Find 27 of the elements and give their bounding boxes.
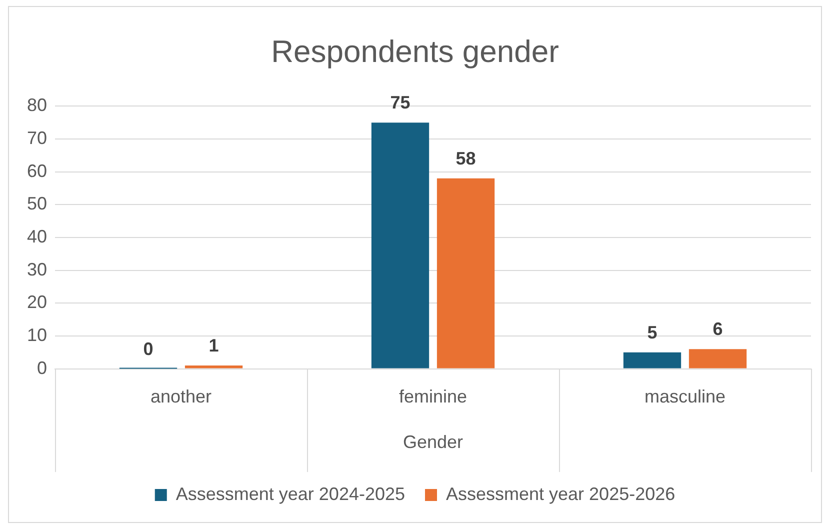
y-tick-label: 70 — [26, 128, 48, 148]
bar — [688, 349, 747, 368]
bar — [623, 352, 682, 368]
x-tick-label: feminine — [398, 386, 468, 407]
data-label: 1 — [208, 335, 219, 356]
y-tick-label: 20 — [26, 292, 48, 312]
y-tick-label: 80 — [26, 95, 48, 116]
y-tick-label: 10 — [26, 324, 48, 345]
legend-label: Assessment year 2025-2026 — [446, 484, 676, 504]
y-tick-label: 30 — [26, 259, 48, 280]
y-tick-label: 0 — [37, 358, 48, 378]
data-label: 6 — [712, 319, 723, 340]
legend-label: Assessment year 2024-2025 — [176, 484, 406, 504]
data-label: 0 — [143, 338, 154, 359]
bar — [184, 366, 243, 368]
y-tick-label: 50 — [26, 194, 48, 214]
x-tick-label: another — [150, 386, 212, 407]
y-tick-label: 40 — [26, 226, 48, 246]
bar — [371, 122, 430, 368]
y-tick-label: 60 — [26, 160, 48, 181]
chart-title: Respondents gender — [271, 34, 559, 70]
x-tick-label: masculine — [644, 386, 726, 407]
x-axis-title: Gender — [402, 432, 464, 452]
data-label: 58 — [456, 148, 476, 168]
data-label: 5 — [647, 322, 658, 342]
data-label: 75 — [390, 92, 410, 113]
bar — [436, 178, 495, 368]
